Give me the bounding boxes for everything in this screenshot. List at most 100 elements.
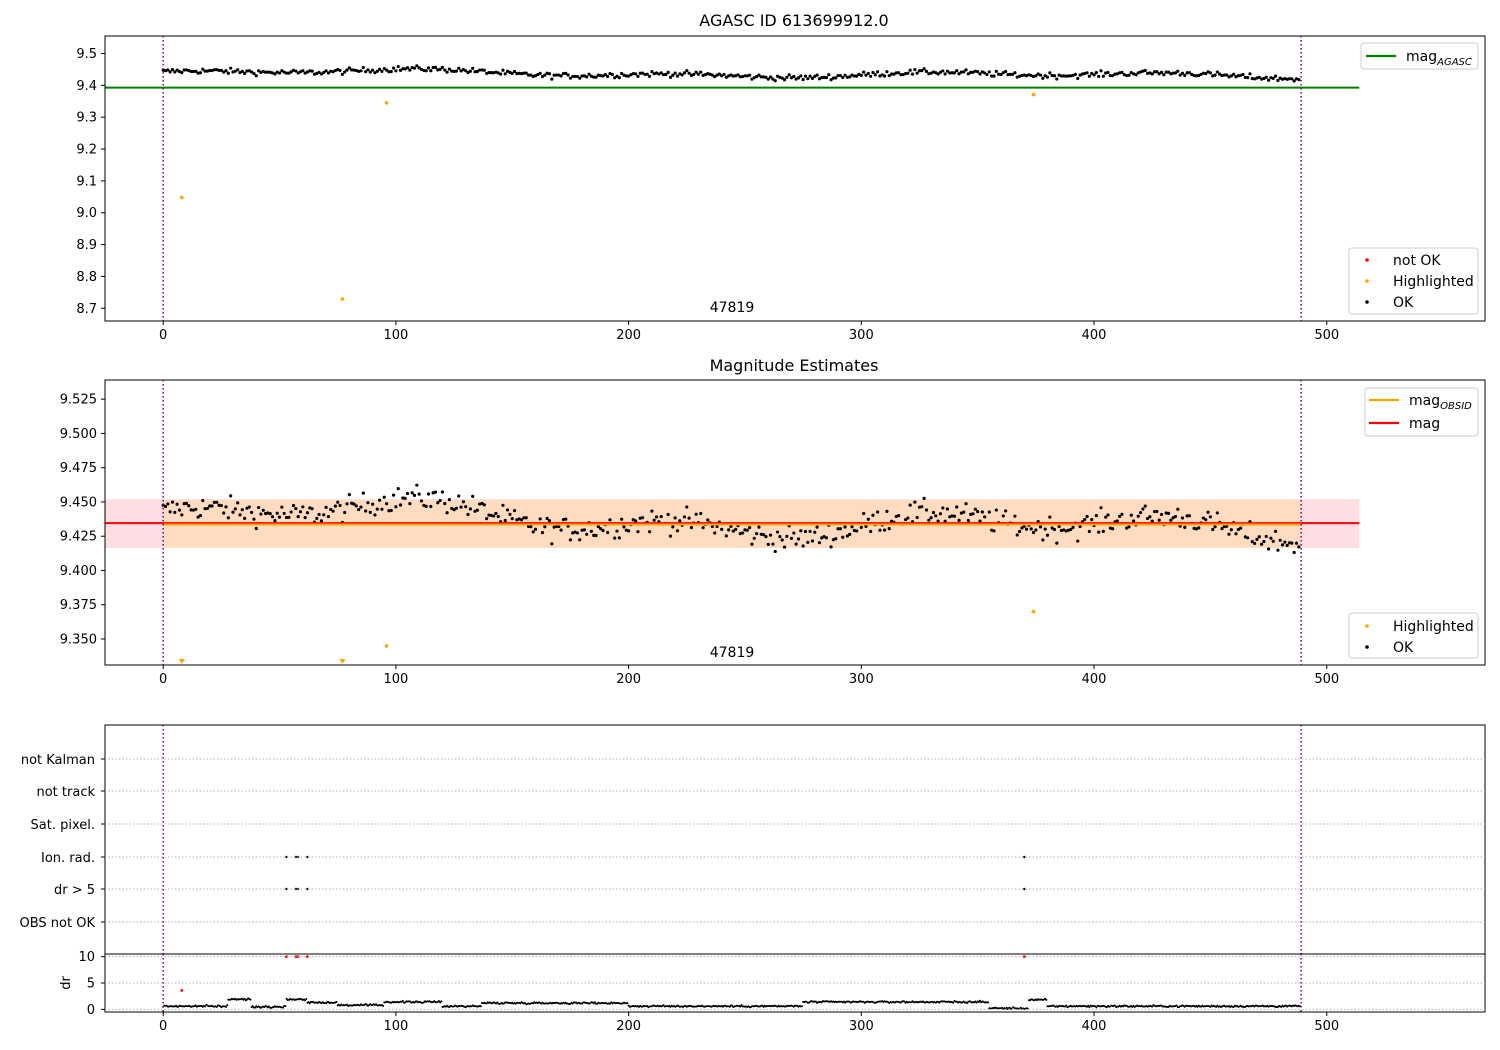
- dr-point: [1095, 1006, 1098, 1009]
- top-ok-point: [266, 70, 270, 74]
- top-ok-point: [466, 70, 470, 75]
- dr-ytick-label: 10: [78, 950, 95, 965]
- middle-ok-point: [526, 524, 531, 529]
- top-ok-point: [382, 66, 386, 71]
- top-ok-point: [959, 70, 963, 74]
- middle-ok-point: [354, 504, 358, 508]
- middle-ok-point: [303, 516, 307, 520]
- middle-ok-point: [869, 529, 873, 534]
- top-ok-point: [864, 73, 868, 77]
- middle-ok-point: [671, 525, 675, 529]
- top-ytick-label: 9.5: [76, 47, 97, 62]
- middle-ok-point: [296, 514, 300, 519]
- middle-ok-point: [752, 536, 756, 540]
- middle-ok-point: [757, 525, 761, 529]
- middle-ok-point: [294, 506, 298, 511]
- dr-point: [440, 1000, 443, 1003]
- top-ok-point: [587, 72, 591, 76]
- top-ok-point: [166, 68, 170, 72]
- dr-xtick-label: 200: [616, 1019, 641, 1034]
- top-ok-point: [417, 66, 421, 70]
- middle-ok-point: [878, 528, 882, 532]
- top-ok-point: [750, 77, 754, 81]
- top-ok-point: [962, 70, 966, 74]
- top-ok-point: [1222, 73, 1226, 77]
- top-ok-point: [1073, 72, 1078, 76]
- middle-xtick-label: 200: [616, 672, 641, 687]
- top-ok-point: [431, 65, 435, 70]
- middle-ok-point: [1220, 526, 1224, 531]
- top-ok-point: [1155, 70, 1159, 74]
- middle-ok-point: [1013, 514, 1017, 518]
- middle-ok-point: [501, 503, 505, 507]
- top-ok-point: [424, 69, 428, 73]
- top-ok-point: [1273, 74, 1278, 78]
- middle-ok-point: [359, 505, 363, 509]
- top-ok-point: [1178, 73, 1182, 77]
- middle-ok-point: [1213, 525, 1217, 529]
- middle-ok-point: [475, 508, 479, 512]
- middle-xtick-label: 400: [1082, 672, 1107, 687]
- middle-ok-point: [440, 490, 445, 494]
- middle-ok-point: [955, 505, 959, 509]
- top-ok-point: [175, 68, 179, 72]
- top-ok-point: [801, 77, 805, 82]
- top-ok-point: [668, 75, 673, 80]
- top-obsid-label: 47819: [710, 300, 755, 316]
- dr-xtick-label: 300: [849, 1019, 874, 1034]
- middle-ok-point: [438, 498, 442, 503]
- middle-ok-point: [973, 507, 977, 511]
- top-ok-point: [180, 70, 184, 75]
- middle-ok-point: [1115, 519, 1119, 523]
- top-ok-point: [978, 72, 982, 76]
- top-ok-point: [1162, 73, 1166, 77]
- middle-ok-point: [727, 528, 731, 532]
- top-ok-point: [340, 72, 344, 76]
- top-ok-point: [566, 73, 570, 77]
- middle-ok-point: [896, 514, 901, 518]
- top-ok-point: [445, 70, 449, 74]
- top-ytick-label: 8.8: [76, 270, 97, 285]
- middle-ok-point: [594, 533, 598, 538]
- dr-point: [249, 998, 252, 1001]
- middle-ok-point: [713, 531, 717, 535]
- middle-ok-point: [994, 508, 998, 512]
- top-ok-point: [915, 71, 919, 75]
- top-ok-point: [568, 76, 573, 80]
- middle-ok-point: [678, 519, 682, 523]
- dr-point: [731, 1004, 734, 1007]
- middle-ok-point: [724, 534, 728, 538]
- middle-ok-point: [1273, 529, 1278, 533]
- middle-ok-point: [1262, 539, 1266, 544]
- top-ok-point: [952, 71, 957, 75]
- middle-ok-point: [1050, 526, 1054, 530]
- middle-ok-point: [547, 519, 552, 523]
- flags-category-label: not Kalman: [21, 753, 95, 768]
- middle-ok-point: [824, 536, 829, 540]
- top-ok-point: [324, 69, 328, 73]
- middle-ok-point: [1269, 536, 1273, 540]
- middle-ok-point: [582, 528, 586, 532]
- top-ok-point: [610, 72, 614, 77]
- middle-ok-point: [1215, 511, 1219, 515]
- top-frame: [104, 35, 1486, 322]
- middle-ok-point: [966, 518, 970, 523]
- middle-ok-point: [329, 507, 333, 512]
- top-ok-point: [361, 65, 365, 70]
- top-ok-point: [554, 73, 559, 77]
- top-ok-point: [871, 70, 875, 75]
- middle-xtick-label: 500: [1314, 672, 1339, 687]
- top-ok-point: [943, 72, 947, 76]
- middle-ok-point: [485, 517, 489, 521]
- middle-point-legend-entry-swatch: [1365, 624, 1369, 628]
- top-ok-point: [1134, 73, 1138, 77]
- middle-ok-point: [647, 530, 652, 534]
- top-ok-point: [1150, 72, 1154, 76]
- top-ok-point: [985, 72, 989, 77]
- top-ok-point: [1043, 74, 1047, 78]
- middle-ok-point: [689, 526, 694, 530]
- middle-point-legend-entry-label: Highlighted: [1393, 619, 1474, 635]
- top-ok-point: [263, 70, 268, 74]
- dr-point: [739, 1005, 742, 1008]
- top-ok-point: [924, 69, 929, 74]
